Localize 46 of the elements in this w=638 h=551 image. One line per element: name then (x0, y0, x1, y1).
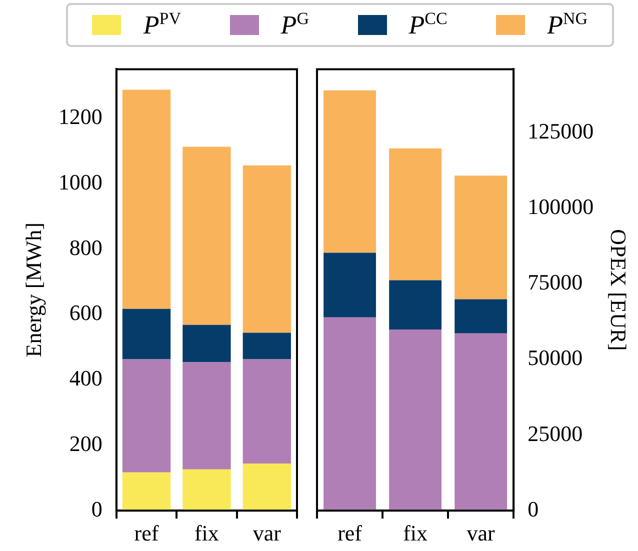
bar (454, 333, 508, 511)
bar (182, 469, 231, 511)
bar (324, 90, 376, 253)
legend-label: P$^{PV}$ (143, 9, 182, 41)
y-tick-label: 1200 (58, 104, 102, 130)
y2-tick-label: 75000 (528, 270, 583, 295)
bar (242, 464, 291, 511)
legend-label: P$^{NG}$ (547, 9, 588, 41)
y-tick-label: 800 (69, 234, 102, 260)
bar (182, 362, 231, 470)
y-tick-label: 600 (69, 300, 102, 326)
bar (324, 252, 376, 318)
x-tick-label: var (252, 520, 282, 546)
y2-tick-label: 125000 (528, 118, 594, 144)
y2-tick-label: 100000 (528, 194, 594, 220)
x-tick-label: ref (338, 520, 363, 546)
bar (242, 165, 291, 333)
bar (182, 324, 231, 362)
bar (454, 299, 508, 334)
bar (389, 330, 442, 511)
x-tick-label: ref (134, 520, 160, 546)
bar (122, 472, 171, 511)
bar (242, 359, 291, 464)
y2-tick-label: 25000 (528, 420, 583, 446)
y-tick-label: 1000 (58, 169, 102, 194)
bar (389, 148, 442, 280)
x-tick-label: fix (194, 520, 219, 546)
y2-tick-label: 50000 (528, 345, 583, 370)
bar (122, 308, 171, 360)
x-tick-label: fix (403, 520, 428, 546)
bar (454, 176, 508, 300)
bar (324, 317, 376, 511)
bar (242, 332, 291, 360)
legend-label: P$^{CC}$ (408, 9, 448, 41)
y2-tick-label: 0 (528, 496, 539, 522)
legend-label: P$^{G}$ (280, 9, 309, 41)
y2-axis-title: OPEX [EUR] (606, 229, 632, 351)
x-tick-label: var (466, 520, 496, 546)
bar (122, 90, 171, 309)
y-tick-label: 0 (91, 496, 102, 522)
y-tick-label: 200 (69, 430, 102, 456)
y-axis-title: Energy [MWh] (20, 222, 46, 358)
bar (389, 280, 442, 330)
bar (182, 146, 231, 325)
y-tick-label: 400 (69, 366, 102, 391)
bar (122, 359, 171, 472)
